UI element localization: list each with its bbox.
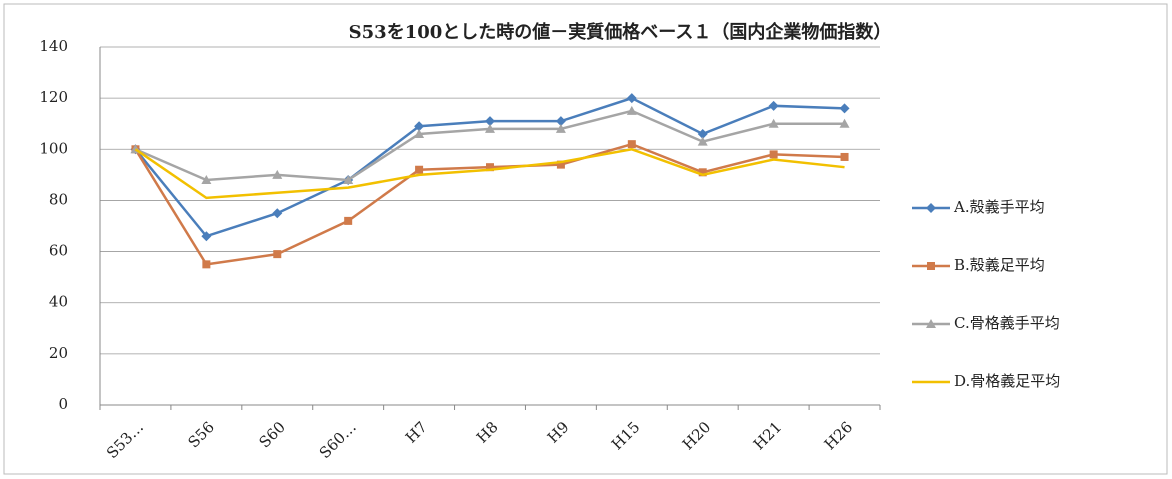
marker (626, 105, 637, 115)
marker (839, 103, 850, 114)
y-tick-label: 40 (49, 293, 68, 311)
marker (926, 203, 936, 213)
marker (839, 118, 850, 128)
series-line (134, 147, 845, 200)
legend-label: B.殻義足平均 (954, 256, 1045, 274)
marker (486, 163, 494, 172)
marker (343, 174, 354, 184)
marker (202, 260, 211, 269)
marker (555, 116, 566, 127)
marker (272, 208, 283, 219)
marker (555, 123, 566, 133)
marker (273, 250, 282, 259)
marker (414, 128, 425, 138)
marker (768, 100, 779, 111)
marker (201, 231, 212, 242)
y-tick-label: 80 (49, 190, 68, 208)
marker (201, 174, 212, 184)
y-tick-label: 20 (49, 344, 68, 362)
y-tick-label: 0 (58, 395, 68, 413)
marker (414, 121, 425, 132)
marker (556, 160, 565, 169)
chart-frame (3, 3, 1168, 475)
marker (697, 128, 708, 139)
marker (626, 93, 637, 104)
marker (769, 150, 778, 159)
legend-label: C.骨格義手平均 (954, 314, 1060, 332)
marker (768, 118, 779, 128)
legend-label: D.骨格義足平均 (954, 372, 1060, 390)
marker (485, 123, 495, 133)
legend-label: A.殻義手平均 (953, 198, 1045, 216)
marker (698, 168, 707, 177)
y-tick-label: 140 (39, 37, 68, 55)
marker (485, 116, 495, 127)
marker (926, 319, 936, 328)
marker (272, 169, 283, 179)
marker (344, 216, 353, 225)
y-tick-label: 60 (49, 242, 68, 260)
y-tick-label: 120 (39, 88, 68, 106)
chart-title: S53を100とした時の値－実質価格ベース１（国内企業物価指数） (349, 21, 892, 43)
marker (840, 152, 849, 161)
marker (697, 136, 708, 146)
y-tick-label: 100 (39, 139, 68, 157)
marker (927, 262, 935, 270)
marker (627, 140, 636, 149)
marker (415, 165, 424, 174)
